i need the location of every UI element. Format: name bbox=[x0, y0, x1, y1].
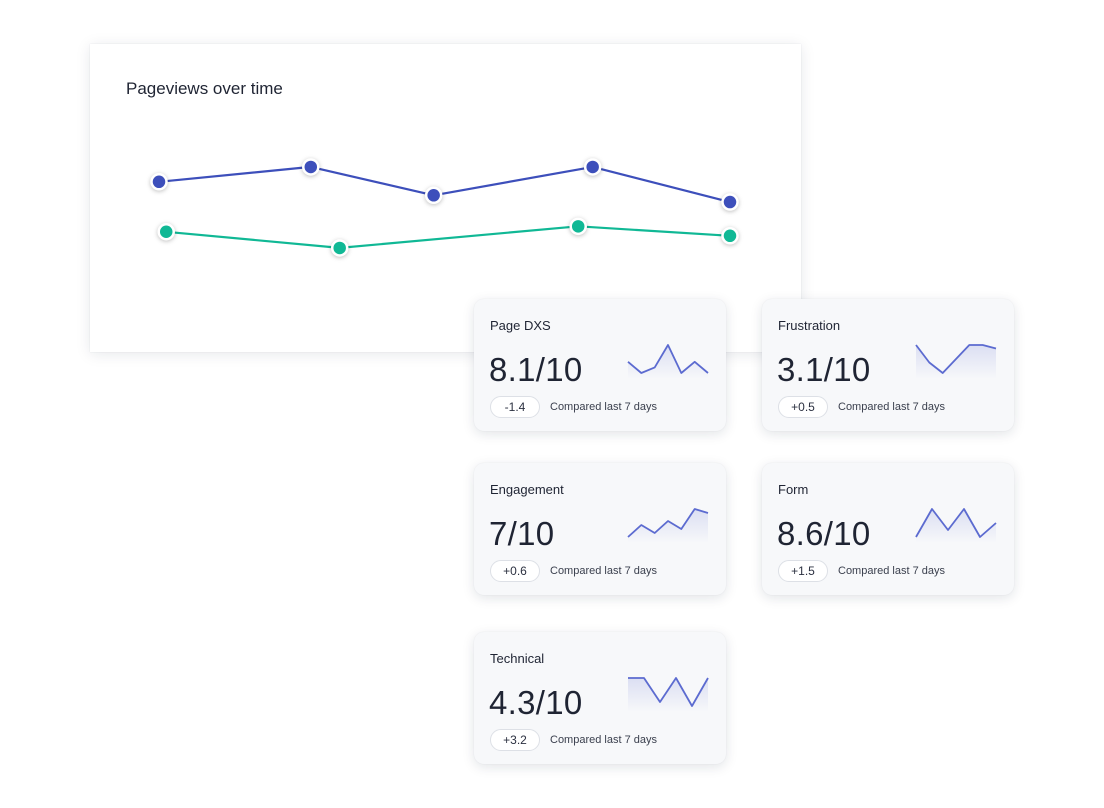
series-1-point[interactable] bbox=[302, 158, 320, 176]
card-title: Page DXS bbox=[490, 318, 551, 333]
series-1-line bbox=[158, 165, 731, 204]
card-score: 8.6/10 bbox=[777, 515, 871, 552]
metric-card-technical[interactable]: Technical 4.3/10 +3.2 Compared last 7 da… bbox=[474, 632, 726, 764]
compare-label: Compared last 7 days bbox=[550, 565, 657, 577]
metric-card-form[interactable]: Form 8.6/10 +1.5 Compared last 7 days bbox=[762, 463, 1014, 595]
series-2-line bbox=[166, 225, 731, 249]
series-1-point[interactable] bbox=[424, 186, 443, 205]
series-1-point[interactable] bbox=[583, 158, 602, 176]
compare-label: Compared last 7 days bbox=[838, 401, 945, 413]
series-2-point[interactable] bbox=[157, 223, 175, 241]
pageviews-chart-panel: Pageviews over time bbox=[90, 44, 801, 352]
sparkline-area bbox=[916, 345, 996, 379]
metric-card-page-dxs[interactable]: Page DXS 8.1/10 -1.4 Compared last 7 day… bbox=[474, 299, 726, 431]
card-score: 3.1/10 bbox=[777, 351, 871, 388]
card-score: 7/10 bbox=[489, 515, 555, 552]
metric-card-frustration[interactable]: Frustration 3.1/10 +0.5 Compared last 7 … bbox=[762, 299, 1014, 431]
delta-badge: +1.5 bbox=[778, 560, 828, 582]
delta-badge: -1.4 bbox=[490, 396, 540, 418]
card-title: Frustration bbox=[778, 318, 841, 333]
card-score: 4.3/10 bbox=[489, 684, 583, 721]
card-score: 8.1/10 bbox=[489, 351, 583, 388]
sparkline-line bbox=[915, 508, 997, 538]
card-title: Engagement bbox=[490, 482, 564, 497]
series-1-point[interactable] bbox=[150, 173, 168, 191]
compare-label: Compared last 7 days bbox=[550, 401, 657, 413]
sparkline-area bbox=[628, 678, 708, 712]
sparkline-line bbox=[627, 508, 709, 538]
sparkline bbox=[915, 508, 997, 543]
sparkline bbox=[915, 344, 997, 379]
delta-badge: +0.5 bbox=[778, 396, 828, 418]
sparkline bbox=[628, 677, 709, 712]
series-2-point[interactable] bbox=[721, 227, 739, 245]
series-2-point[interactable] bbox=[569, 217, 587, 236]
card-title: Technical bbox=[490, 651, 545, 666]
sparkline-line bbox=[627, 344, 709, 374]
series-1-point[interactable] bbox=[721, 193, 739, 211]
compare-label: Compared last 7 days bbox=[838, 565, 945, 577]
delta-badge: +3.2 bbox=[490, 729, 540, 751]
sparkline-area bbox=[628, 509, 708, 543]
sparkline-line bbox=[628, 677, 709, 707]
pageviews-line-chart bbox=[150, 158, 739, 257]
compare-label: Compared last 7 days bbox=[550, 734, 657, 746]
chart-title: Pageviews over time bbox=[126, 79, 283, 98]
sparkline-line bbox=[915, 344, 997, 374]
series-2-point[interactable] bbox=[330, 239, 349, 257]
sparkline-area bbox=[916, 509, 996, 543]
card-title: Form bbox=[778, 482, 809, 497]
metric-card-engagement[interactable]: Engagement 7/10 +0.6 Compared last 7 day… bbox=[474, 463, 726, 595]
delta-badge: +0.6 bbox=[490, 560, 540, 582]
sparkline bbox=[627, 508, 709, 543]
sparkline bbox=[627, 344, 709, 379]
